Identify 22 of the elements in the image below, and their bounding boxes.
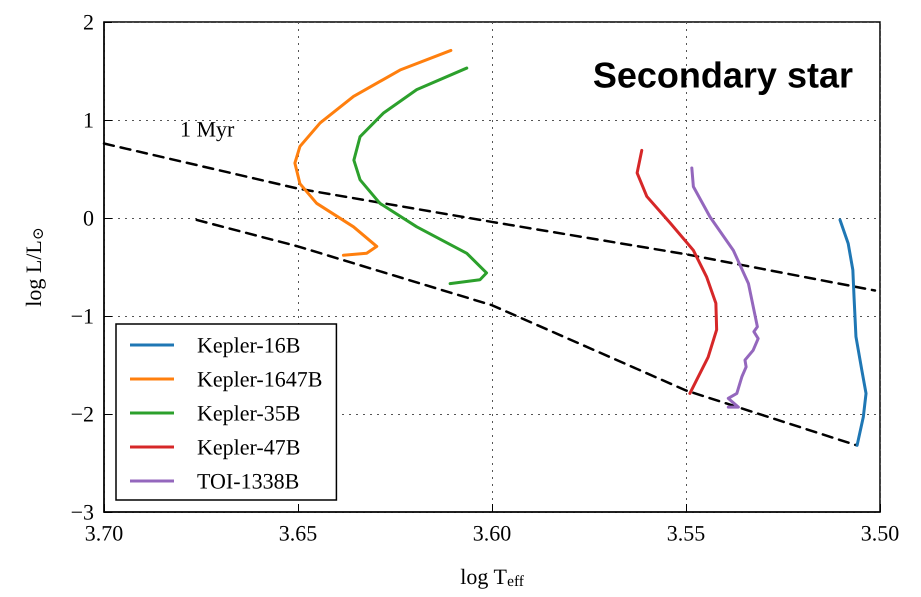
y-tick-label: −2 — [70, 402, 94, 426]
y-tick-label: 2 — [83, 10, 94, 34]
y-tick-label: −1 — [70, 304, 94, 328]
legend-label: Kepler-35B — [197, 400, 300, 426]
x-tick-label: 3.60 — [472, 520, 512, 546]
legend-label: Kepler-1647B — [197, 366, 322, 392]
text: Secondary star — [592, 54, 854, 96]
y-tick-label: 0 — [83, 206, 94, 230]
legend-label: TOI-1338B — [197, 468, 300, 494]
x-tick-label: 3.50 — [860, 520, 900, 546]
line-series — [690, 166, 760, 409]
line-series — [636, 148, 718, 395]
y-tick-label: 1 — [83, 108, 94, 132]
line-series — [838, 218, 868, 447]
annotation: 1 Myr — [180, 116, 236, 142]
x-tick-label: 3.65 — [278, 520, 318, 546]
line-series — [293, 48, 452, 257]
line-series — [352, 66, 488, 286]
legend-label: Kepler-47B — [197, 434, 300, 460]
x-tick-label: 3.55 — [666, 520, 706, 546]
y-axis-title: log L/L⊙ — [21, 227, 47, 307]
legend-label: Kepler-16B — [197, 332, 300, 358]
